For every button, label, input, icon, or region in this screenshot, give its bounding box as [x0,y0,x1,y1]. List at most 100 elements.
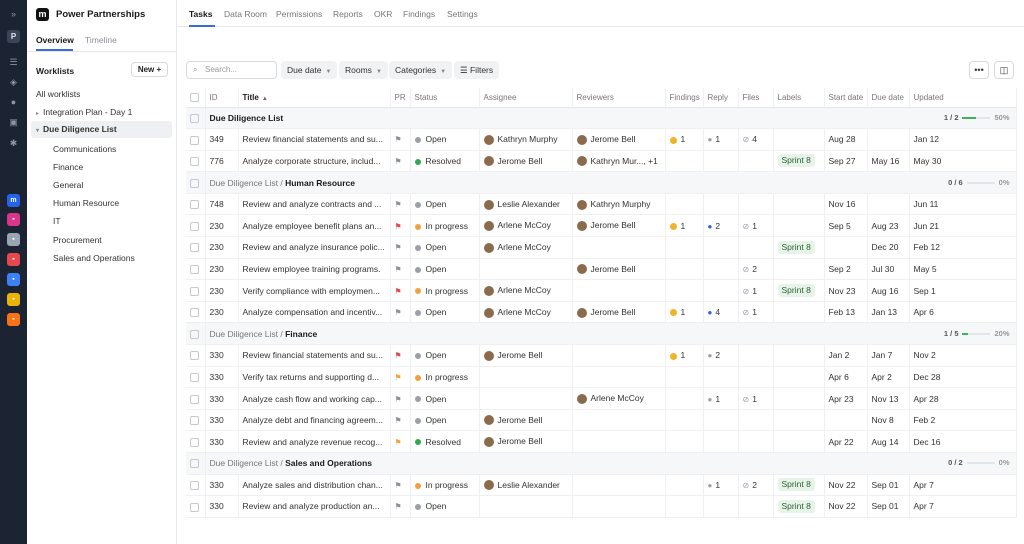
row-title[interactable]: Review and analyze revenue recog... [238,430,391,453]
row-files[interactable] [738,150,774,173]
row-files[interactable]: ⊘ 1 [738,387,774,410]
row-reply[interactable] [703,495,739,518]
row-assignee[interactable]: Jerome Bell [479,409,573,432]
row-checkbox[interactable] [186,430,206,453]
row-title[interactable]: Analyze employee benefit plans an... [238,214,391,238]
row-findings[interactable]: 1 [665,344,704,367]
row-reviewers[interactable] [572,495,666,518]
app-orange-icon[interactable]: ▪ [7,313,20,326]
row-labels[interactable] [773,258,825,281]
row-reviewers[interactable]: Arlene McCoy [572,387,666,410]
image-icon[interactable]: ▣ [9,117,18,127]
row-reply[interactable]: ● 1 [703,128,739,151]
row-reply[interactable] [703,366,739,389]
col-assignee[interactable]: Assignee [479,88,573,108]
row-status[interactable]: Open [410,409,480,432]
row-labels[interactable] [773,409,825,432]
table-row[interactable]: 330 Review and analyze revenue recog... ⚑ R… [186,430,1017,453]
sidebar-sub-sales-operations[interactable]: Sales and Operations [53,253,135,263]
group-row[interactable]: Due Diligence List 1 / 2 50% [186,107,1017,130]
row-files[interactable]: ⊘ 1 [738,214,774,238]
row-assignee[interactable]: Arlene McCoy [479,236,573,259]
row-status[interactable]: Open [410,128,480,151]
row-title[interactable]: Review financial statements and su... [238,128,391,151]
users-icon[interactable]: ● [10,97,17,107]
group-row[interactable]: Due Diligence List / Finance 1 / 5 20% [186,322,1017,346]
row-assignee[interactable] [479,387,573,410]
row-checkbox[interactable] [186,214,206,238]
nav-permissions[interactable]: Permissions [276,9,323,19]
row-labels[interactable]: Sprint 8 [773,279,825,302]
row-priority[interactable]: ⚑ [390,474,411,497]
row-reply[interactable]: ● 2 [703,344,739,367]
row-reply[interactable] [703,236,739,259]
layout-toggle-icon[interactable]: ◫ [994,61,1014,79]
row-start-date[interactable]: Apr 23 [824,387,868,410]
row-reply[interactable]: ● 2 [703,214,739,238]
sidebar-item-all-worklists[interactable]: All worklists [36,89,81,99]
list-icon[interactable]: ☰ [9,57,18,67]
row-start-date[interactable]: Jan 2 [824,344,868,367]
nav-findings[interactable]: Findings [403,9,436,19]
more-button[interactable]: ••• [969,61,989,79]
tab-timeline[interactable]: Timeline [85,35,117,45]
table-row[interactable]: 330 Verify tax returns and supporting d..… [186,366,1017,389]
row-due-date[interactable]: Dec 20 [867,236,910,259]
row-due-date[interactable]: Nov 13 [867,387,910,410]
row-start-date[interactable]: Sep 27 [824,150,868,173]
row-due-date[interactable]: Sep 01 [867,495,910,518]
row-status[interactable]: In progress [410,279,480,302]
row-start-date[interactable]: Apr 6 [824,366,868,389]
row-labels[interactable] [773,387,825,410]
row-due-date[interactable] [867,128,910,151]
row-title[interactable]: Analyze compensation and incentiv... [238,301,391,324]
row-checkbox[interactable] [186,344,206,367]
row-priority[interactable]: ⚑ [390,150,411,173]
row-reply[interactable]: ● 1 [703,387,739,410]
row-checkbox[interactable] [186,301,206,324]
row-due-date[interactable]: Aug 14 [867,430,910,453]
row-due-date[interactable]: Jan 7 [867,344,910,367]
table-row[interactable]: 748 Review and analyze contracts and ... ⚑… [186,193,1017,216]
row-checkbox[interactable] [186,366,206,389]
row-start-date[interactable]: Sep 2 [824,258,868,281]
table-row[interactable]: 349 Review financial statements and su...… [186,128,1017,151]
row-start-date[interactable]: Sep 5 [824,214,868,238]
table-row[interactable]: 330 Analyze debt and financing agreem... ⚑… [186,409,1017,432]
row-start-date[interactable]: Nov 23 [824,279,868,302]
app-red-icon[interactable]: ▪ [7,253,20,266]
row-priority[interactable]: ⚑ [390,495,411,518]
row-reviewers[interactable]: Jerome Bell [572,301,666,324]
row-files[interactable] [738,236,774,259]
row-labels[interactable]: Sprint 8 [773,236,825,259]
row-assignee[interactable]: Jerome Bell [479,430,573,453]
col-labels[interactable]: Labels [773,88,825,108]
row-findings[interactable] [665,236,704,259]
row-files[interactable]: ⊘ 2 [738,474,774,497]
group-row[interactable]: Due Diligence List / Human Resource 0 / 6… [186,171,1017,194]
row-findings[interactable]: 1 [665,214,704,238]
row-status[interactable]: Open [410,495,480,518]
sidebar-sub-finance[interactable]: Finance [53,162,84,172]
table-row[interactable]: 330 Review and analyze production an... ⚑ O… [186,495,1017,518]
row-status[interactable]: Open [410,344,480,367]
workspace-avatar[interactable]: P [7,30,20,43]
row-assignee[interactable]: Jerome Bell [479,344,573,367]
row-reviewers[interactable]: Jerome Bell [572,258,666,281]
row-files[interactable] [738,193,774,216]
row-assignee[interactable]: Leslie Alexander [479,474,573,497]
row-reviewers[interactable] [572,366,666,389]
row-start-date[interactable]: Apr 22 [824,430,868,453]
row-title[interactable]: Review employee training programs. [238,258,391,281]
row-assignee[interactable] [479,258,573,281]
row-assignee[interactable]: Kathryn Murphy [479,128,573,151]
row-priority[interactable]: ⚑ [390,279,411,302]
tab-overview[interactable]: Overview [36,35,74,45]
row-files[interactable] [738,344,774,367]
row-labels[interactable]: Sprint 8 [773,474,825,497]
row-title[interactable]: Review and analyze production an... [238,495,391,518]
row-reply[interactable] [703,193,739,216]
row-labels[interactable] [773,214,825,238]
sidebar-sub-it[interactable]: IT [53,216,61,226]
row-reply[interactable] [703,150,739,173]
